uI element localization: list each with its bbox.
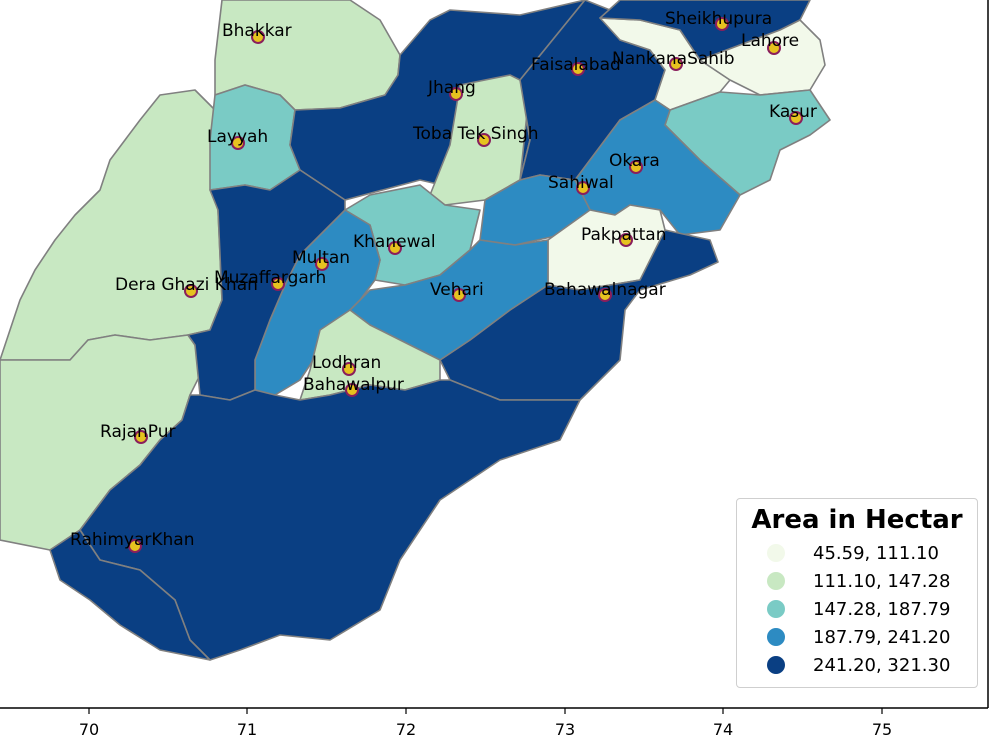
legend-label: 187.79, 241.20 <box>813 626 951 648</box>
district-rahimyarkhan <box>49 529 211 661</box>
marker-bahawalpur <box>345 383 359 397</box>
legend-label: 147.28, 187.79 <box>813 598 951 620</box>
district-labels: Bhakkar Layyah Jhang Toba Tek Singh Fais… <box>70 9 817 550</box>
marker-jhang <box>449 87 463 101</box>
legend-label: 111.10, 147.28 <box>813 570 951 592</box>
label-sahiwal: Sahiwal <box>548 173 614 193</box>
x-tick-label-71: 71 <box>237 720 257 739</box>
marker-lodhran <box>342 362 356 376</box>
x-tick-label-75: 75 <box>872 720 892 739</box>
label-pakpattan: Pakpattan <box>581 225 666 245</box>
label-lahore: Lahore <box>741 31 799 51</box>
label-kasur: Kasur <box>769 102 817 122</box>
district-lahore <box>699 19 826 96</box>
legend-item: 187.79, 241.20 <box>767 623 950 651</box>
label-sheikhupura: Sheikhupura <box>665 9 772 29</box>
x-tick-label-70: 70 <box>79 720 99 739</box>
map-legend: Area in Hectar 45.59, 111.10 111.10, 147… <box>736 498 978 688</box>
label-layyah: Layyah <box>207 127 268 147</box>
marker-okara <box>629 160 643 174</box>
x-tick-label-72: 72 <box>396 720 416 739</box>
marker-faisalabad <box>571 62 585 76</box>
x-axis-ticks <box>88 708 883 714</box>
label-faisalabad: Faisalabad <box>531 55 621 75</box>
district-markers <box>128 17 803 553</box>
legend-swatch <box>767 628 785 646</box>
marker-khanewal <box>388 241 402 255</box>
district-dera-ghazi-khan <box>0 89 223 361</box>
plot-axes: 70 71 72 73 74 75 <box>0 0 989 739</box>
x-axis-tick-labels: 70 71 72 73 74 75 <box>79 720 892 739</box>
marker-sahiwal <box>576 181 590 195</box>
legend-label: 45.59, 111.10 <box>813 542 939 564</box>
label-nankanasahib: NankanaSahib <box>612 49 735 69</box>
district-muzaffargarh <box>187 169 346 401</box>
marker-muzaffargarh <box>271 277 285 291</box>
legend-item: 147.28, 187.79 <box>767 595 950 623</box>
marker-layyah <box>231 136 245 150</box>
marker-dera-ghazi-khan <box>184 284 198 298</box>
label-toba-tek-singh: Toba Tek Singh <box>412 124 539 144</box>
marker-nankanasahib <box>669 57 683 71</box>
label-bahawalnagar: Bahawalnagar <box>544 280 666 300</box>
legend-item: 241.20, 321.30 <box>767 651 950 679</box>
legend-swatch <box>767 544 785 562</box>
marker-toba-tek-singh <box>477 133 491 147</box>
label-muzaffargarh: Muzaffargarh <box>214 268 326 288</box>
district-polygons <box>0 0 831 661</box>
label-dera-ghazi-khan: Dera Ghazi Khan <box>115 275 258 295</box>
legend-label: 241.20, 321.30 <box>813 654 951 676</box>
marker-bhakkar <box>251 30 265 44</box>
legend-swatch <box>767 656 785 674</box>
label-rajanpur: RajanPur <box>100 422 176 442</box>
label-vehari: Vehari <box>430 280 484 300</box>
label-jhang: Jhang <box>427 78 476 98</box>
label-rahimyarkhan: RahimyarKhan <box>70 530 195 550</box>
marker-sheikhupura <box>715 17 729 31</box>
legend-title: Area in Hectar <box>751 505 963 535</box>
label-bahawalpur: Bahawalpur <box>303 375 404 395</box>
marker-bahawalnagar <box>598 288 612 302</box>
marker-lahore <box>767 41 781 55</box>
legend-swatch <box>767 572 785 590</box>
legend-item: 45.59, 111.10 <box>767 539 939 567</box>
x-tick-label-74: 74 <box>713 720 733 739</box>
legend-item: 111.10, 147.28 <box>767 567 950 595</box>
marker-vehari <box>452 288 466 302</box>
label-okara: Okara <box>609 151 660 171</box>
label-bhakkar: Bhakkar <box>222 21 292 41</box>
label-multan: Multan <box>292 248 350 268</box>
marker-rahimyarkhan <box>128 539 142 553</box>
marker-multan <box>315 257 329 271</box>
label-khanewal: Khanewal <box>353 232 436 252</box>
marker-pakpattan <box>619 233 633 247</box>
district-bahawalpur <box>79 379 581 661</box>
marker-rajanpur <box>134 430 148 444</box>
x-tick-label-73: 73 <box>555 720 575 739</box>
legend-swatch <box>767 600 785 618</box>
marker-kasur <box>789 111 803 125</box>
label-lodhran: Lodhran <box>312 353 381 373</box>
